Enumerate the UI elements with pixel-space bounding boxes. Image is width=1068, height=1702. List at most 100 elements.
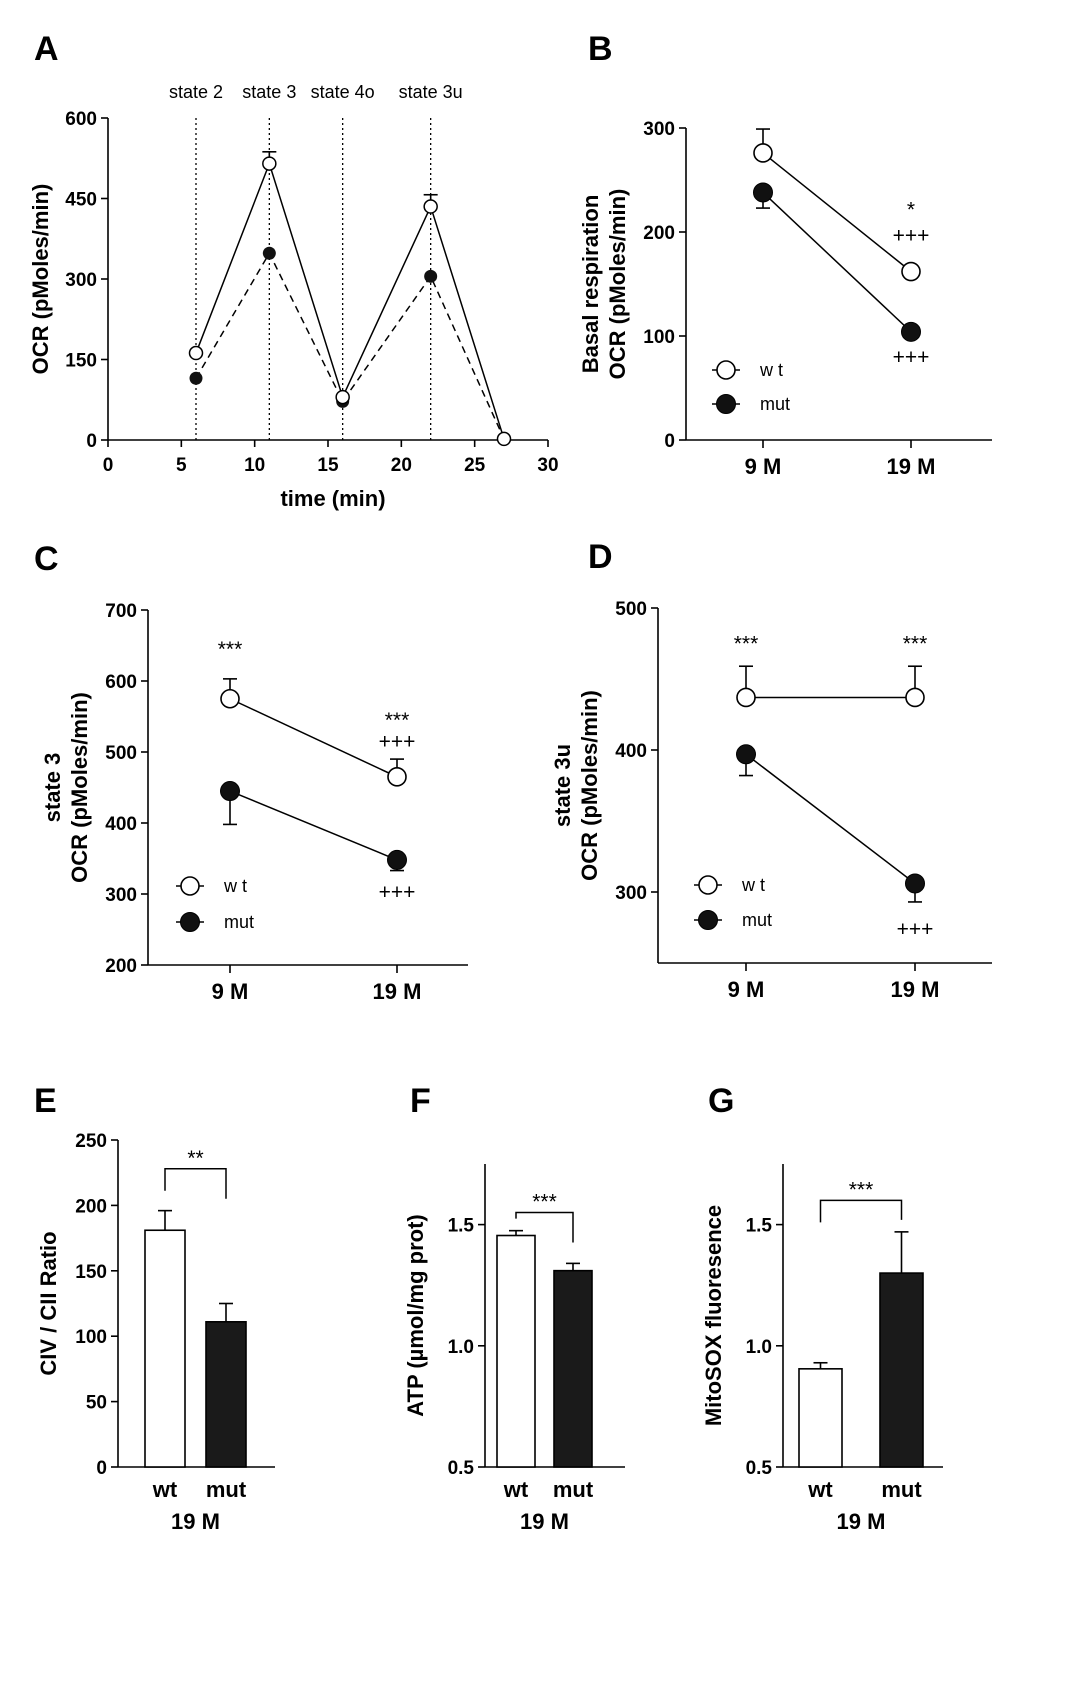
x-tick-label: 30 bbox=[537, 455, 558, 476]
data-point-mut bbox=[387, 849, 407, 870]
y-tick-label: 1.5 bbox=[746, 1216, 773, 1237]
data-point-mut bbox=[905, 873, 925, 894]
panel-F: F 0.5 1.0 1.5 wt mut 19 M *** ATP (µmol/mg prot) bbox=[403, 1082, 625, 1534]
x-tick-label: 0 bbox=[103, 455, 114, 476]
significance-mark: +++ bbox=[893, 346, 930, 369]
bar-wt bbox=[496, 1234, 536, 1468]
data-point-wt bbox=[753, 143, 773, 163]
legend-marker-wt bbox=[716, 360, 736, 380]
y-tick-label: 200 bbox=[105, 956, 137, 977]
y-tick-label: 0.5 bbox=[746, 1458, 773, 1479]
legend-label-mut: mut bbox=[742, 910, 772, 930]
state-label: state 3 bbox=[242, 82, 296, 102]
y-tick-label: 150 bbox=[65, 351, 97, 372]
x-tick-label: wt bbox=[807, 1477, 833, 1502]
data-point-wt bbox=[423, 199, 438, 214]
x-tick-label: 9 M bbox=[745, 454, 782, 479]
y-tick-label: 500 bbox=[615, 599, 647, 620]
significance-mark: *** bbox=[385, 709, 410, 732]
y-axis-label: MitoSOX fluoresence bbox=[701, 1205, 726, 1426]
series-line-wt bbox=[229, 698, 398, 778]
y-tick-label: 1.0 bbox=[746, 1337, 772, 1358]
y-tick-label: 0 bbox=[86, 431, 97, 452]
y-tick-label: 300 bbox=[65, 270, 97, 291]
x-tick-label: mut bbox=[553, 1477, 594, 1502]
data-point-mut bbox=[262, 246, 276, 260]
series-line-mut bbox=[229, 790, 398, 861]
panel-letter-E: E bbox=[34, 1082, 57, 1120]
series-line-wt bbox=[195, 161, 505, 440]
y-tick-label: 450 bbox=[65, 190, 97, 211]
bar-mut bbox=[205, 1321, 247, 1468]
significance-mark: ** bbox=[187, 1147, 203, 1170]
y-axis-label: CIV / CII Ratio bbox=[36, 1231, 61, 1375]
y-tick-label: 250 bbox=[75, 1131, 107, 1152]
legend-label-wt: w t bbox=[223, 876, 247, 896]
data-point-mut bbox=[424, 269, 438, 283]
x-tick-label: 25 bbox=[464, 455, 486, 476]
y-tick-label: 300 bbox=[643, 119, 675, 140]
significance-mark: *** bbox=[532, 1190, 557, 1213]
y-axis-label: OCR (pMoles/min) bbox=[28, 184, 53, 375]
data-point-wt bbox=[736, 687, 756, 708]
significance-mark: *** bbox=[734, 633, 759, 656]
bar-wt bbox=[798, 1368, 843, 1468]
y-axis-label: OCR (pMoles/min) bbox=[67, 692, 92, 883]
x-tick-label: wt bbox=[152, 1477, 178, 1502]
data-point-wt bbox=[220, 688, 240, 709]
data-point-wt bbox=[188, 345, 204, 361]
x-tick-label: 19 M bbox=[887, 454, 936, 479]
data-point-wt bbox=[496, 431, 512, 447]
bar-mut bbox=[879, 1272, 924, 1468]
y-tick-label: 700 bbox=[105, 601, 137, 622]
panel-letter-G: G bbox=[708, 1082, 734, 1120]
y-tick-label: 200 bbox=[643, 223, 675, 244]
legend-label-wt: w t bbox=[741, 875, 765, 895]
significance-mark: *** bbox=[849, 1178, 874, 1201]
state-label: state 3u bbox=[399, 82, 463, 102]
x-tick-label: mut bbox=[881, 1477, 922, 1502]
significance-bracket bbox=[164, 1168, 227, 1199]
x-tick-label: mut bbox=[206, 1477, 247, 1502]
y-axis-label: Basal respiration bbox=[578, 195, 603, 374]
x-tick-label: 20 bbox=[391, 455, 412, 476]
x-tick-label: 15 bbox=[317, 455, 339, 476]
y-tick-label: 150 bbox=[75, 1262, 107, 1283]
data-point-mut bbox=[189, 371, 203, 385]
y-tick-label: 200 bbox=[75, 1196, 107, 1217]
x-tick-label: 5 bbox=[176, 455, 187, 476]
data-point-wt bbox=[262, 156, 277, 171]
significance-mark: +++ bbox=[379, 730, 416, 753]
y-axis-label: OCR (pMoles/min) bbox=[577, 690, 602, 881]
data-point-wt bbox=[901, 261, 921, 282]
x-tick-label: 9 M bbox=[212, 979, 249, 1004]
y-tick-label: 600 bbox=[105, 672, 137, 693]
series-line-mut bbox=[195, 251, 505, 440]
data-point-mut bbox=[736, 744, 756, 765]
panel-G: G 0.5 1.0 1.5 wt mut 19 M *** MitoSOX fluoresenc… bbox=[701, 1082, 943, 1534]
y-axis-label: OCR (pMoles/min) bbox=[605, 189, 630, 380]
significance-mark: +++ bbox=[893, 224, 930, 247]
panel-letter-C: C bbox=[34, 540, 59, 578]
significance-mark: *** bbox=[903, 633, 928, 656]
series-line-mut bbox=[762, 191, 912, 333]
panel-letter-A: A bbox=[34, 30, 59, 68]
legend-label-mut: mut bbox=[224, 912, 254, 932]
series-line-mut bbox=[745, 753, 916, 885]
x-tick-label: 10 bbox=[244, 455, 265, 476]
significance-mark: *** bbox=[218, 638, 243, 661]
y-tick-label: 600 bbox=[65, 109, 97, 130]
panel-B: B 0 100 200 300 9 M 19 M Basal respiration OCR (… bbox=[578, 30, 992, 479]
y-tick-label: 1.5 bbox=[448, 1216, 475, 1237]
significance-bracket bbox=[515, 1211, 574, 1243]
y-tick-label: 500 bbox=[105, 743, 137, 764]
y-tick-label: 50 bbox=[86, 1393, 107, 1414]
y-axis-label: state 3u bbox=[550, 744, 575, 827]
y-tick-label: 400 bbox=[615, 741, 647, 762]
series-line-wt bbox=[762, 152, 912, 273]
panel-D: D 300 400 500 9 M 19 M state 3u OCR (pMoles/min… bbox=[550, 538, 992, 1002]
y-tick-label: 300 bbox=[615, 883, 647, 904]
y-tick-label: 0.5 bbox=[448, 1458, 475, 1479]
y-tick-label: 300 bbox=[105, 885, 137, 906]
data-point-wt bbox=[335, 389, 350, 405]
